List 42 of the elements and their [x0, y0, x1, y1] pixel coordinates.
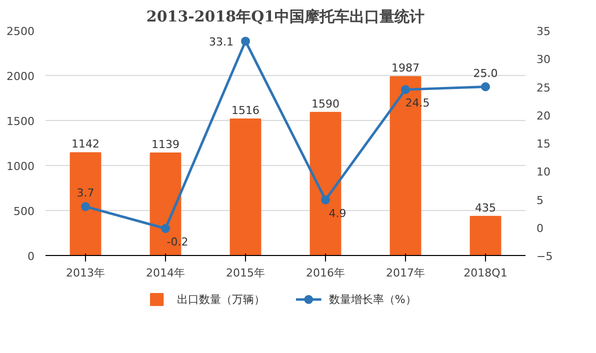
data-label: 1142 [72, 138, 100, 151]
bar [70, 152, 102, 256]
y2-tick-label: 0 [536, 222, 544, 235]
y2-tick-label: 35 [536, 25, 550, 38]
y2-tick-label: 25 [536, 81, 550, 94]
x-tick-label: 2014年 [146, 266, 186, 280]
x-tick-label: 2017年 [386, 266, 426, 280]
data-label: 1987 [392, 62, 420, 75]
legend-label: 出口数量（万辆） [177, 293, 266, 306]
point [161, 224, 170, 233]
y2-tick-label: 20 [536, 109, 550, 122]
y2-tick-label: 15 [536, 138, 550, 150]
data-label: 33.1 [209, 36, 234, 49]
point [241, 36, 250, 46]
y-tick-label: 500 [14, 205, 35, 218]
y2-tick-label: 30 [536, 53, 550, 66]
y-tick-label: 1500 [6, 115, 35, 128]
data-label: 1516 [232, 104, 260, 118]
chart-title: 2013-2018年Q1中国摩托车出口量统计 [146, 8, 425, 26]
bar [470, 216, 502, 256]
point [481, 82, 490, 92]
x-tick-label: 2013年 [66, 266, 106, 280]
y-tick-label: 1000 [6, 160, 35, 173]
data-label: 435 [475, 201, 496, 214]
legend-label: 数量增长率（%） [328, 293, 416, 306]
y-tick-label: 2000 [6, 70, 35, 83]
data-label: 1590 [312, 97, 340, 110]
y2-tick-label: 5 [536, 194, 544, 207]
bar [230, 118, 262, 256]
point [321, 195, 330, 204]
point [81, 202, 90, 212]
y-tick-label: 0 [28, 250, 34, 263]
x-tick-label: 2016年 [306, 266, 346, 280]
data-label: 25.0 [473, 66, 498, 80]
y-tick-label: 2500 [6, 25, 35, 38]
data-label: 1139 [152, 138, 180, 151]
x-tick-label: 2015年 [226, 266, 266, 280]
data-label: 3.7 [76, 186, 94, 200]
x-tick-label: 2018Q1 [464, 266, 508, 280]
point [401, 85, 410, 94]
y2-tick-label: 10 [536, 166, 550, 179]
y2-tick-label: −5 [536, 250, 553, 263]
